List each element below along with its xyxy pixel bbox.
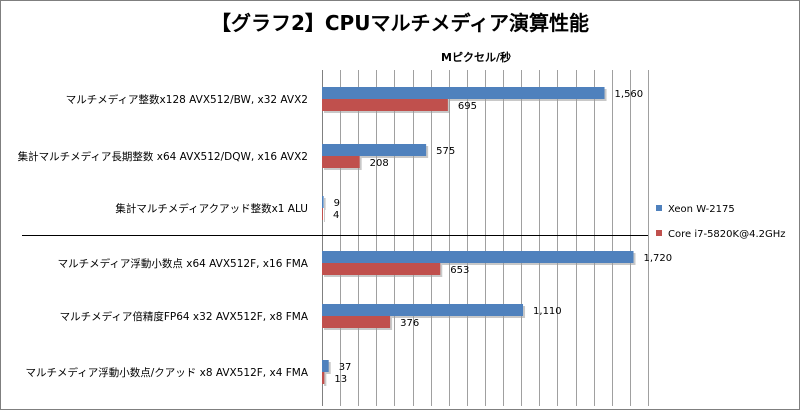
bar-shadow [324, 210, 325, 222]
category-label: 集計マルチメディアクアッド整数x1 ALU [115, 202, 308, 215]
bar-xeon [322, 360, 329, 372]
data-label: 1,110 [533, 306, 562, 317]
chart-title: 【グラフ2】CPUマルチメディア演算性能 [211, 11, 589, 35]
bar-core [322, 156, 360, 168]
legend-swatch [656, 205, 662, 211]
bar-xeon [322, 87, 605, 99]
data-label: 653 [450, 265, 469, 276]
legend-label: Xeon W-2175 [668, 204, 735, 215]
data-label: 9 [334, 198, 340, 209]
legend: Xeon W-2175 Core i7-5820K@4.2GHz [656, 204, 786, 240]
category-label: マルチメディア倍精度FP64 x32 AVX512F, x8 FMA [60, 310, 309, 323]
bar-xeon [322, 304, 524, 316]
bar-xeon [322, 251, 634, 263]
bar-core [322, 316, 391, 328]
bar-core [322, 263, 441, 275]
data-label: 1,560 [615, 89, 644, 100]
unit-label: Mピクセル/秒 [441, 50, 511, 64]
bar-xeon [322, 196, 324, 208]
data-label: 13 [334, 374, 347, 385]
data-label: 4 [333, 210, 339, 221]
data-label: 575 [436, 146, 455, 157]
data-label: 208 [370, 158, 389, 169]
category-label: 集計マルチメディア長期整数 x64 AVX512/DQW, x16 AVX2 [18, 150, 308, 163]
plot-area: マルチメディア整数x128 AVX512/BW, x32 AVX2 集計マルチメデ… [18, 70, 673, 406]
data-label: 695 [458, 101, 477, 112]
bar-core [322, 372, 325, 384]
bar-core [322, 99, 448, 111]
legend-swatch [656, 230, 662, 236]
legend-label: Core i7-5820K@4.2GHz [668, 229, 786, 240]
bar-xeon [322, 144, 427, 156]
bar-shadow [324, 198, 326, 210]
bar-shadow [324, 374, 327, 386]
bar-core [322, 208, 323, 220]
category-label: マルチメディア浮動小数点/クアッド x8 AVX512F, x4 FMA [25, 366, 308, 379]
data-label: 1,720 [644, 253, 673, 264]
data-label: 37 [339, 362, 352, 373]
category-label: マルチメディア整数x128 AVX512/BW, x32 AVX2 [66, 93, 308, 106]
data-label: 376 [400, 318, 419, 329]
category-label: マルチメディア浮動小数点 x64 AVX512F, x16 FMA [58, 257, 309, 270]
